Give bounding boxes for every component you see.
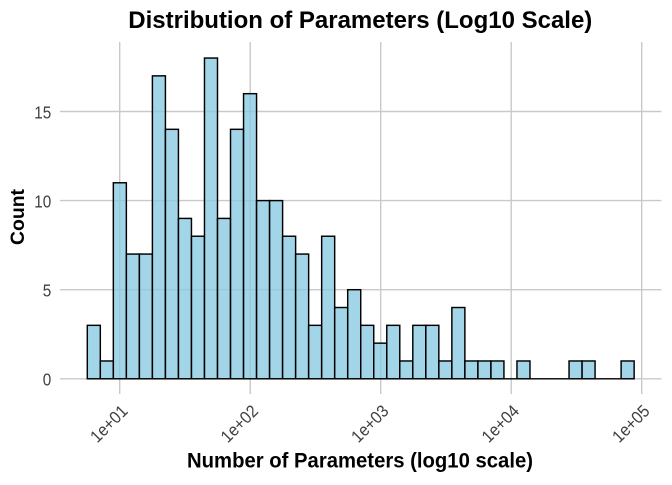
- svg-text:5: 5: [43, 281, 52, 301]
- svg-text:15: 15: [34, 102, 51, 122]
- svg-text:Distribution of Parameters (Lo: Distribution of Parameters (Log10 Scale): [128, 7, 592, 34]
- svg-text:Count: Count: [8, 188, 29, 245]
- svg-text:0: 0: [43, 370, 52, 390]
- svg-text:10: 10: [34, 191, 51, 211]
- svg-text:Number of Parameters (log10 sc: Number of Parameters (log10 scale): [187, 447, 533, 472]
